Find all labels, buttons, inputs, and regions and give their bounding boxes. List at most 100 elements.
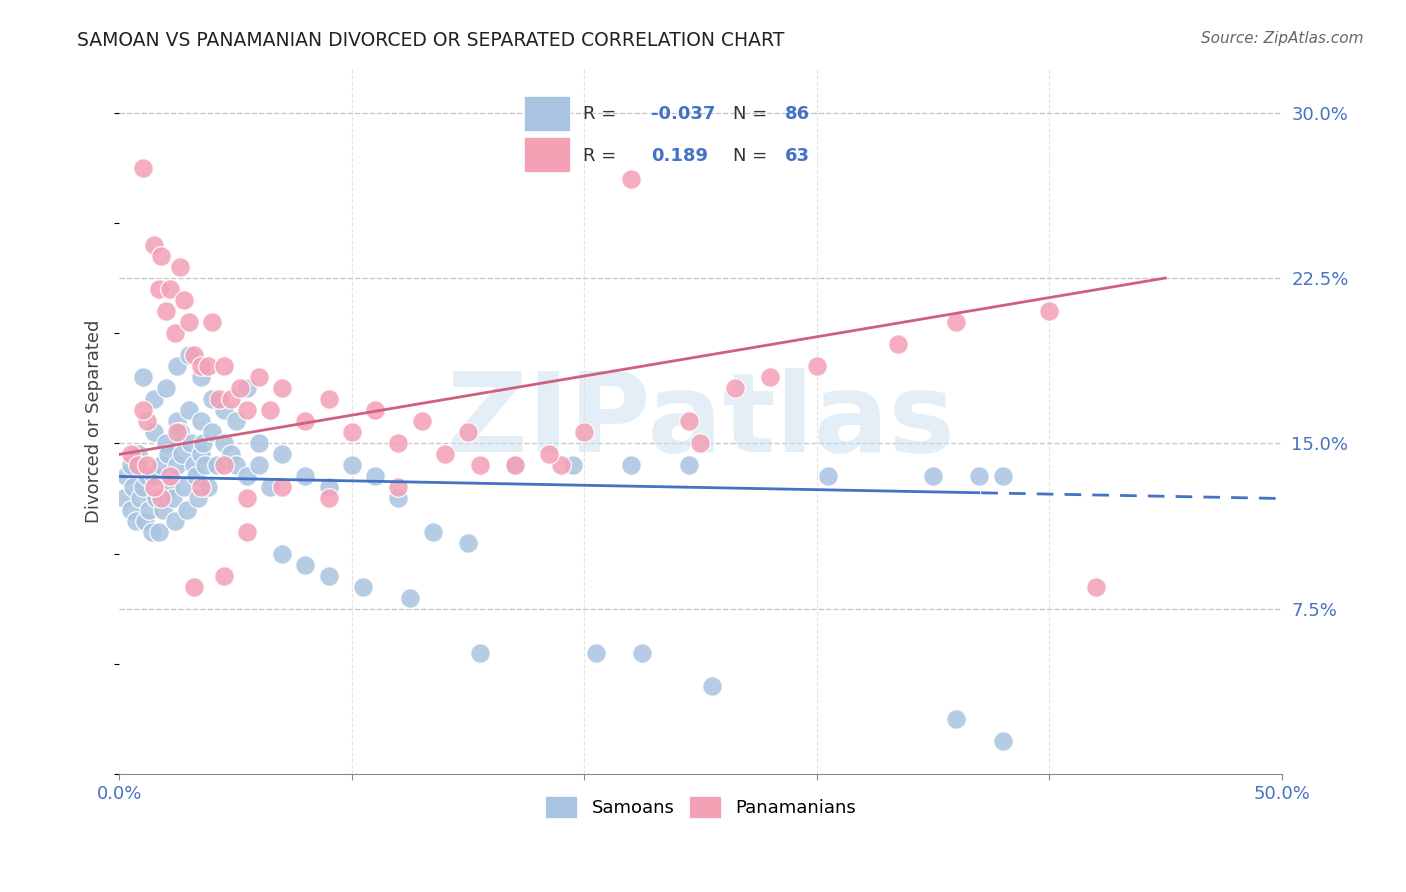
Point [162, 491, 184, 506]
Point [585, 646, 607, 660]
Point [1038, 304, 1060, 318]
Point [120, 458, 142, 473]
Point [177, 348, 200, 362]
Point [259, 480, 281, 494]
Point [120, 502, 142, 516]
Point [212, 568, 235, 582]
Point [271, 480, 294, 494]
Point [131, 161, 153, 175]
Point [318, 491, 340, 506]
Point [201, 315, 224, 329]
Point [457, 425, 479, 440]
Point [143, 425, 166, 440]
Point [550, 458, 572, 473]
Point [148, 282, 170, 296]
Point [538, 447, 561, 461]
Point [190, 359, 212, 374]
Point [176, 502, 198, 516]
Point [219, 392, 242, 407]
Point [159, 480, 181, 494]
Point [387, 436, 409, 450]
Point [169, 425, 191, 440]
Point [574, 425, 596, 440]
Point [143, 480, 166, 494]
Point [150, 458, 173, 473]
Point [294, 469, 316, 483]
Point [166, 414, 188, 428]
Point [205, 458, 228, 473]
Point [700, 679, 723, 693]
Point [191, 436, 214, 450]
Point [155, 436, 177, 450]
Point [620, 171, 643, 186]
Point [991, 469, 1014, 483]
Point [183, 348, 205, 362]
Point [159, 469, 181, 483]
Point [631, 646, 654, 660]
Point [169, 260, 191, 274]
Point [145, 491, 167, 506]
Text: Source: ZipAtlas.com: Source: ZipAtlas.com [1201, 31, 1364, 46]
Point [364, 469, 387, 483]
Point [724, 381, 747, 395]
Point [127, 458, 149, 473]
Point [208, 392, 231, 407]
Point [399, 591, 422, 605]
Point [173, 480, 195, 494]
Point [170, 447, 193, 461]
Point [1084, 580, 1107, 594]
Point [166, 458, 188, 473]
Point [141, 524, 163, 539]
Point [190, 370, 212, 384]
Point [136, 458, 159, 473]
Point [294, 558, 316, 572]
Point [561, 458, 583, 473]
Point [131, 480, 153, 494]
Point [678, 458, 700, 473]
Point [945, 712, 967, 726]
Point [166, 359, 188, 374]
Point [236, 469, 259, 483]
Point [212, 403, 235, 417]
Point [817, 469, 839, 483]
Point [129, 491, 152, 506]
Point [177, 315, 200, 329]
Point [887, 337, 910, 351]
Point [177, 403, 200, 417]
Point [922, 469, 945, 483]
Point [165, 326, 187, 340]
Point [219, 447, 242, 461]
Point [468, 646, 491, 660]
Legend: Samoans, Panamanians: Samoans, Panamanians [537, 789, 863, 825]
Point [247, 370, 270, 384]
Point [294, 414, 316, 428]
Point [183, 458, 205, 473]
Point [318, 480, 340, 494]
Point [991, 734, 1014, 748]
Point [143, 469, 166, 483]
Point [155, 304, 177, 318]
Point [173, 293, 195, 307]
Point [433, 447, 456, 461]
Point [352, 580, 374, 594]
Point [236, 524, 259, 539]
Point [212, 359, 235, 374]
Point [143, 238, 166, 252]
Point [318, 568, 340, 582]
Point [143, 392, 166, 407]
Point [166, 425, 188, 440]
Point [184, 469, 207, 483]
Point [187, 491, 209, 506]
Point [150, 249, 173, 263]
Point [180, 436, 202, 450]
Point [364, 403, 387, 417]
Point [138, 502, 160, 516]
Point [190, 447, 212, 461]
Point [945, 315, 967, 329]
Point [190, 414, 212, 428]
Point [247, 436, 270, 450]
Point [201, 425, 224, 440]
Point [155, 381, 177, 395]
Point [225, 414, 247, 428]
Point [197, 480, 219, 494]
